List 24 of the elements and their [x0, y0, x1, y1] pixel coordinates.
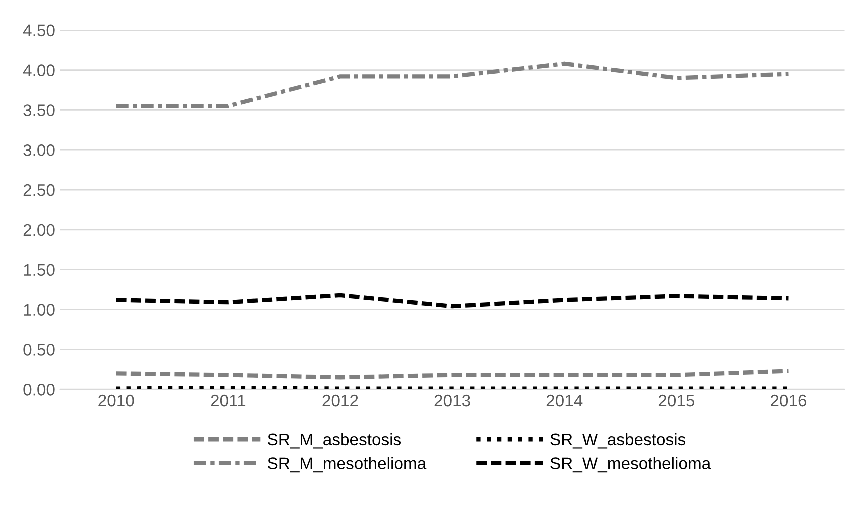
y-tick-label: 2.00 [24, 224, 55, 236]
x-tick-label: 2015 [658, 394, 695, 407]
legend-label: SR_M_asbestosis [268, 433, 402, 449]
x-tick-label: 2011 [211, 394, 246, 407]
y-tick-label: 3.50 [24, 104, 55, 116]
x-tick-label: 2014 [546, 394, 583, 407]
x-tick-label: 2012 [322, 394, 358, 407]
line-series [114, 62, 791, 108]
y-tick-label: 0.00 [24, 384, 55, 396]
y-tick-label: 1.00 [24, 304, 55, 316]
y-tick-label: 4.50 [23, 24, 55, 37]
y-tick-label: 4.00 [23, 64, 55, 76]
line-series [114, 293, 791, 309]
y-tick-label: 2.50 [24, 184, 55, 196]
x-tick-label: 2016 [771, 394, 807, 407]
y-tick-label: 0.50 [24, 344, 55, 356]
y-tick-label: 1.50 [24, 264, 55, 276]
legend-label: SR_W_asbestosis [550, 433, 686, 449]
legend-label: SR_M_mesothelioma [268, 457, 427, 473]
line-series [114, 369, 791, 380]
x-tick-label: 2010 [98, 394, 134, 407]
legend-label: SR_W_mesothelioma [550, 457, 712, 473]
x-tick-label: 2013 [434, 394, 470, 407]
y-tick-label: 3.00 [24, 144, 55, 156]
